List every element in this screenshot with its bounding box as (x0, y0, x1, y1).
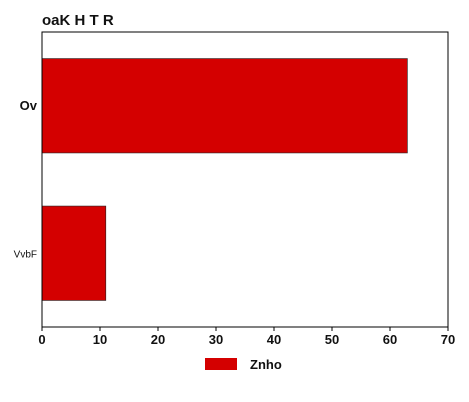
x-tick-label: 50 (325, 332, 339, 347)
x-tick-label: 60 (383, 332, 397, 347)
x-tick-label: 70 (441, 332, 455, 347)
x-tick-label: 10 (93, 332, 107, 347)
legend: Znho (205, 357, 282, 372)
legend-swatch (205, 358, 237, 370)
x-tick-label: 20 (151, 332, 165, 347)
x-axis-ticks: 0 10 20 30 40 50 60 70 (38, 327, 455, 347)
category-label: Ov (20, 98, 38, 113)
plot-frame (41, 31, 449, 328)
legend-label: Znho (250, 357, 282, 372)
chart-title: oaK H T R (42, 12, 114, 29)
x-tick-label: 30 (209, 332, 223, 347)
bar-ov (41, 58, 408, 154)
x-tick-label: 40 (267, 332, 281, 347)
x-tick-label: 0 (38, 332, 45, 347)
bars-group (41, 58, 408, 301)
y-axis-categories: Ov VvbF (14, 98, 38, 261)
category-label: VvbF (14, 249, 37, 260)
bar-vvbf (41, 205, 107, 301)
